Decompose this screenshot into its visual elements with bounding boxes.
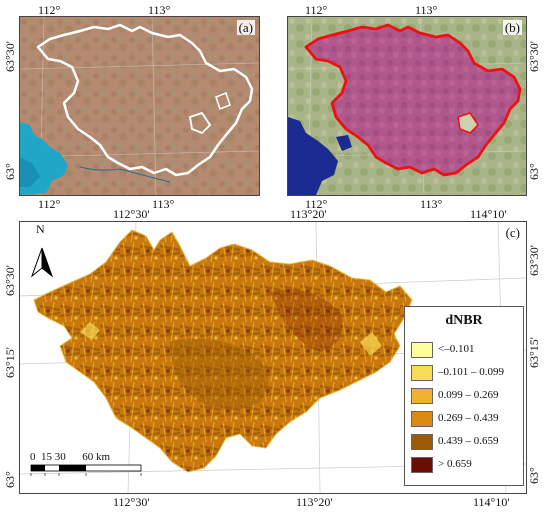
- panel-c-bottom-tick-1: 112°30': [113, 495, 150, 509]
- panel-c-top-tick-1: 112°30': [113, 207, 150, 221]
- legend-swatch: [411, 342, 433, 358]
- scale-bar-label: 0 15 30 60 km: [30, 451, 111, 463]
- panel-a-bottom-tick-1: 112°: [38, 197, 61, 211]
- panel-c-tag: (c): [503, 225, 522, 240]
- north-label: N: [36, 222, 45, 236]
- panel-b-right-tick-2: 63°: [527, 163, 541, 180]
- legend-item: 0.269 – 0.439: [411, 410, 521, 428]
- panel-a-bottom-tick-2: 113°: [152, 197, 175, 211]
- legend-label: 0.439 – 0.659: [438, 435, 499, 447]
- legend-label: –0.101 – 0.099: [438, 366, 504, 378]
- panel-a-left-tick-1: 63°30': [3, 41, 17, 72]
- legend-item: –0.101 – 0.099: [411, 364, 521, 382]
- panel-b-tag: (b): [502, 20, 522, 35]
- panel-b-top-tick-1: 112°: [305, 3, 328, 17]
- panel-b-bottom-tick-1: 112°: [305, 197, 328, 211]
- legend-swatch: [411, 411, 433, 427]
- legend-swatch: [411, 457, 433, 473]
- scale-bar: [30, 464, 142, 476]
- panel-c-right-tick-2: 63°15': [527, 337, 541, 368]
- panel-c-bottom-tick-3: 114°10': [473, 495, 510, 509]
- panel-c-dnbr-map: [20, 222, 526, 493]
- panel-b-satellite-image: [288, 17, 526, 195]
- panel-a-tag: (a): [236, 20, 255, 35]
- panel-a-left-tick-2: 63°: [3, 163, 17, 180]
- panel-a-map: (a): [19, 16, 260, 196]
- legend-item: 0.099 – 0.269: [411, 387, 521, 405]
- legend-label: 0.099 – 0.269: [438, 389, 499, 401]
- panel-b-bottom-tick-2: 113°: [420, 197, 443, 211]
- panel-b-top-tick-2: 113°: [415, 3, 438, 17]
- panel-c-left-tick-1: 63°30': [3, 265, 17, 296]
- legend-item: 0.439 – 0.659: [411, 433, 521, 451]
- panel-c-top-tick-2: 113°20': [290, 207, 327, 221]
- panel-c-bottom-tick-2: 113°20': [296, 495, 333, 509]
- north-arrow-icon: [30, 247, 54, 278]
- legend-swatch: [411, 365, 433, 381]
- panel-c-right-tick-3: 63°: [527, 467, 541, 484]
- legend-swatch: [411, 434, 433, 450]
- legend-item: > 0.659: [411, 456, 521, 474]
- dnbr-legend: dNBR <–0.101 –0.101 – 0.099 0.099 – 0.26…: [404, 306, 524, 486]
- legend-title: dNBR: [445, 313, 483, 328]
- legend-label: > 0.659: [438, 458, 472, 470]
- panel-a-top-tick-2: 113°: [148, 3, 171, 17]
- panel-b-map: (b): [287, 16, 527, 196]
- legend-label: <–0.101: [438, 343, 475, 355]
- legend-item: <–0.101: [411, 341, 521, 359]
- panel-a-top-tick-1: 112°: [38, 3, 61, 17]
- legend-swatch: [411, 388, 433, 404]
- legend-label: 0.269 – 0.439: [438, 412, 499, 424]
- panel-c-right-tick-1: 63°30': [527, 245, 541, 276]
- panel-a-satellite-image: [20, 17, 259, 195]
- panel-c-top-tick-3: 114°10': [470, 207, 507, 221]
- panel-c-left-tick-2: 63°15': [3, 347, 17, 378]
- panel-b-right-tick-1: 63°30': [527, 41, 541, 72]
- panel-c-left-tick-3: 63°: [3, 471, 17, 488]
